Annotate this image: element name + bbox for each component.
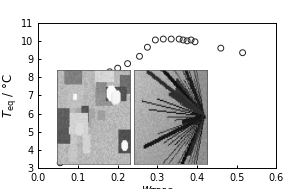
Point [125, 62, 130, 65]
X-axis label: $w_\mathrm{TBPC}$: $w_\mathrm{TBPC}$ [141, 184, 174, 189]
Point [218, 47, 223, 50]
Point [82, 96, 87, 99]
Point [107, 70, 112, 73]
Point [188, 38, 193, 41]
Point [115, 67, 120, 70]
Point [240, 51, 245, 54]
Y-axis label: $T_\mathrm{eq}$ / °C: $T_\mathrm{eq}$ / °C [2, 73, 18, 118]
Point [161, 38, 166, 41]
Point [192, 40, 197, 43]
Point [185, 39, 189, 42]
Point [181, 38, 185, 41]
Point [78, 129, 83, 132]
Point [177, 38, 182, 41]
Point [153, 38, 158, 41]
Point [58, 161, 63, 164]
Point [145, 46, 150, 49]
Point [137, 55, 142, 58]
Point [169, 38, 174, 41]
